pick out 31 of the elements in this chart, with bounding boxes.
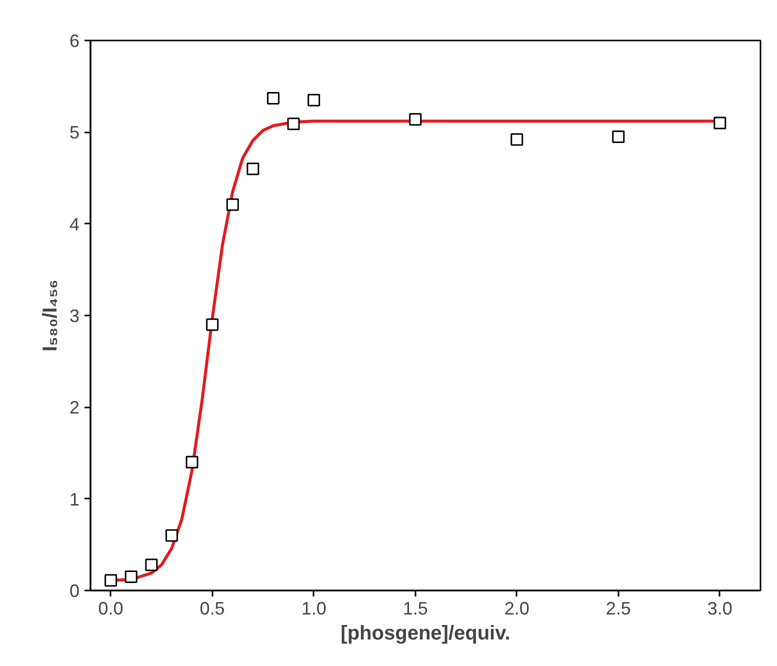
x-tick-label: 0.0 bbox=[98, 598, 124, 618]
x-tick-label: 0.5 bbox=[200, 598, 225, 618]
x-tick-label: 2.5 bbox=[606, 598, 631, 618]
point bbox=[226, 198, 239, 211]
x-tick-label: 1.5 bbox=[402, 598, 428, 618]
y-tick-label: 4 bbox=[69, 214, 80, 234]
point bbox=[612, 130, 625, 143]
point bbox=[124, 570, 138, 583]
y-tick-label: 5 bbox=[69, 122, 80, 143]
point bbox=[409, 113, 422, 126]
point bbox=[266, 92, 280, 104]
y-tick-label: 0 bbox=[69, 581, 80, 601]
y-tick-label: 1 bbox=[69, 489, 80, 510]
point bbox=[165, 529, 178, 542]
x-tick-label: 3.0 bbox=[707, 598, 732, 618]
point bbox=[308, 94, 320, 106]
x-tick-label: 2.0 bbox=[504, 598, 530, 618]
y-tick-label: 6 bbox=[69, 31, 80, 51]
point bbox=[246, 162, 260, 176]
point bbox=[714, 116, 726, 130]
point bbox=[510, 133, 524, 146]
point bbox=[145, 558, 158, 572]
point bbox=[287, 118, 300, 130]
x-tick-label: 1.0 bbox=[301, 598, 326, 618]
y-tick-label: 2 bbox=[69, 398, 80, 418]
x-axis-title: [phosgene]/equiv. bbox=[340, 622, 510, 644]
point bbox=[186, 456, 198, 468]
point bbox=[104, 574, 118, 587]
point bbox=[206, 318, 219, 331]
y-axis-title: I₅₈₀/I₄₅₆ bbox=[39, 279, 62, 352]
y-tick-label: 3 bbox=[69, 306, 80, 326]
